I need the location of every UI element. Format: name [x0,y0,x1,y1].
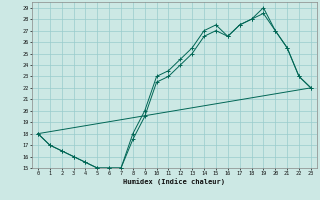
X-axis label: Humidex (Indice chaleur): Humidex (Indice chaleur) [124,178,225,185]
